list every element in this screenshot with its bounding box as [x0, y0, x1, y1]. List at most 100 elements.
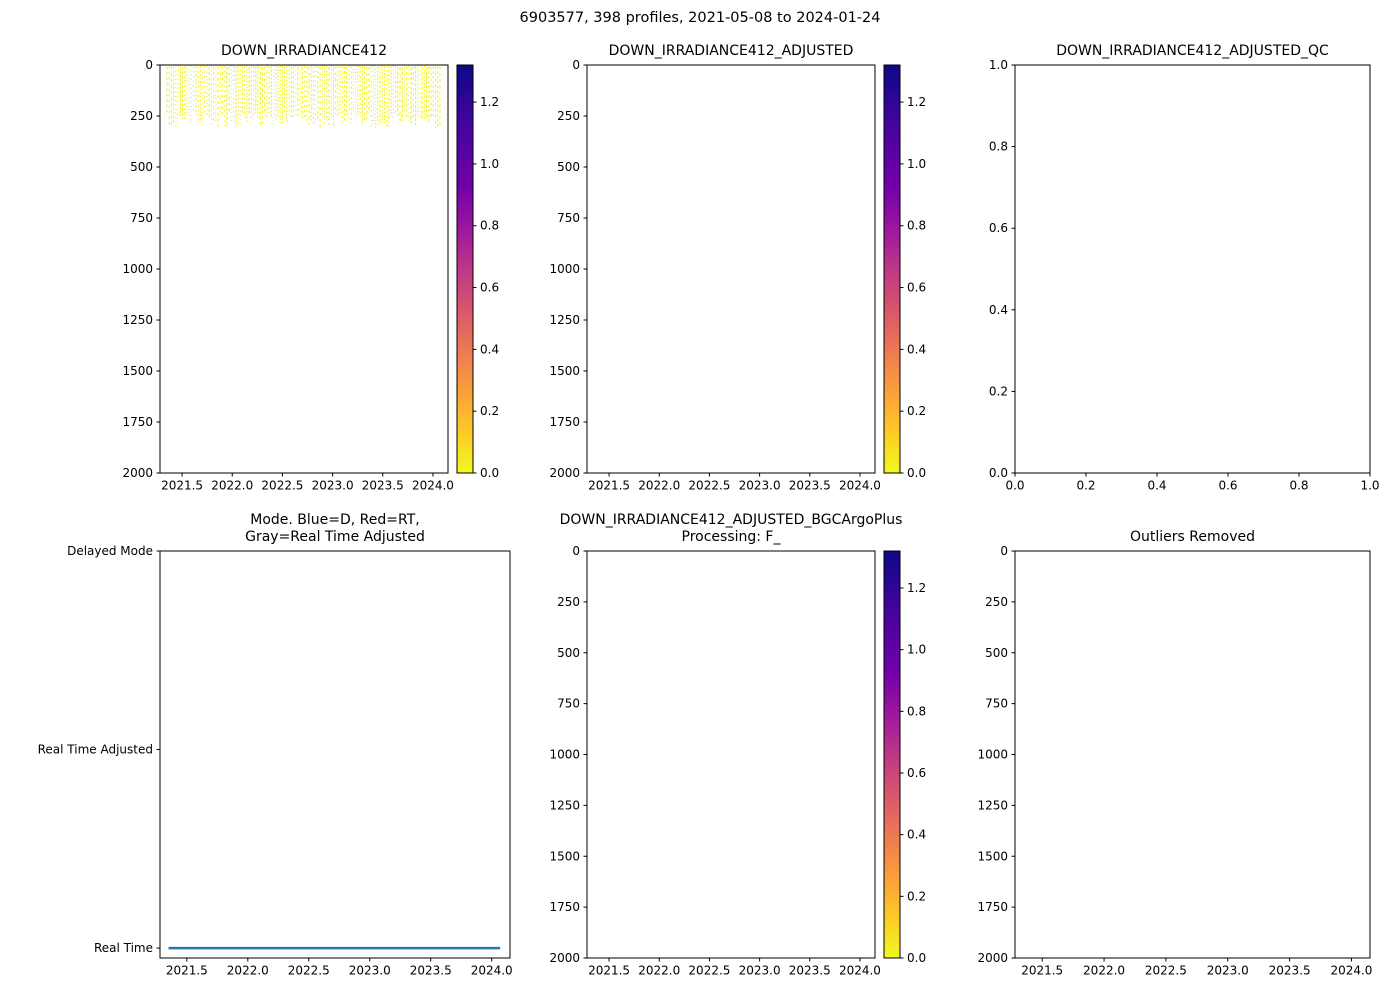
svg-text:0.6: 0.6 — [480, 281, 499, 295]
svg-text:1000: 1000 — [977, 748, 1008, 762]
subplot-mode: 2021.5 2022.0 2022.5 2023.0 2023.5 2024.0 Real… — [38, 544, 513, 978]
down-irradiance412-adjusted-qc-y-ticks: 0.0 0.2 0.4 0.6 0.8 1.0 — [989, 58, 1015, 480]
svg-text:1.0: 1.0 — [907, 157, 926, 171]
svg-text:0.6: 0.6 — [989, 221, 1008, 235]
svg-text:0.4: 0.4 — [1147, 479, 1166, 493]
svg-text:250: 250 — [985, 595, 1008, 609]
svg-text:2022.5: 2022.5 — [288, 964, 330, 978]
svg-text:2023.5: 2023.5 — [789, 964, 831, 978]
svg-text:Real Time Adjusted: Real Time Adjusted — [38, 743, 153, 757]
svg-text:2021.5: 2021.5 — [588, 479, 630, 493]
svg-text:2000: 2000 — [977, 951, 1008, 965]
mode-y-ticks: Real Time Real Time Adjusted Delayed Mode — [38, 544, 160, 955]
down-irradiance412-adjusted-y-ticks: 0 250 500 750 1000 1250 1500 1750 2000 — [549, 58, 587, 480]
subplot-down-irradiance412-adjusted: 2021.5 2022.0 2022.5 2023.0 2023.5 2024.0 0 250… — [549, 58, 926, 493]
svg-text:250: 250 — [557, 595, 580, 609]
outliers-removed-axes-box — [1014, 550, 1371, 959]
svg-text:2023.0: 2023.0 — [739, 479, 781, 493]
svg-text:1750: 1750 — [549, 900, 580, 914]
svg-text:0.2: 0.2 — [989, 384, 1008, 398]
svg-text:2000: 2000 — [549, 466, 580, 480]
svg-text:1000: 1000 — [549, 748, 580, 762]
svg-text:0.8: 0.8 — [907, 704, 926, 718]
down-irradiance412-y-ticks: 0 250 500 750 1000 1250 1500 1750 2000 — [122, 58, 160, 480]
svg-text:2022.0: 2022.0 — [638, 964, 680, 978]
svg-text:2000: 2000 — [122, 466, 153, 480]
svg-text:1250: 1250 — [549, 313, 580, 327]
svg-text:0.6: 0.6 — [907, 281, 926, 295]
down-irradiance412-adjusted-bgcargoplus-axes-box — [586, 550, 876, 959]
svg-text:500: 500 — [557, 646, 580, 660]
down-irradiance412-axes-box — [159, 64, 449, 474]
svg-text:500: 500 — [130, 160, 153, 174]
svg-text:0.8: 0.8 — [1289, 479, 1308, 493]
subplot-outliers-removed: 2021.5 2022.0 2022.5 2023.0 2023.5 2024.0 0 250… — [977, 544, 1372, 978]
svg-text:1500: 1500 — [977, 849, 1008, 863]
subplot-down-irradiance412: 2021.5 2022.0 2022.5 2023.0 2023.5 2024.0 0 250… — [122, 58, 499, 493]
svg-text:750: 750 — [557, 211, 580, 225]
svg-text:2022.5: 2022.5 — [688, 479, 730, 493]
svg-text:0.2: 0.2 — [907, 404, 926, 418]
svg-text:2022.5: 2022.5 — [1145, 964, 1187, 978]
svg-text:1500: 1500 — [122, 364, 153, 378]
down-irradiance412-adjusted-qc-x-ticks: 0.0 0.2 0.4 0.6 0.8 1.0 — [1005, 473, 1380, 493]
svg-text:1750: 1750 — [549, 415, 580, 429]
svg-text:1750: 1750 — [122, 415, 153, 429]
svg-text:2022.5: 2022.5 — [261, 479, 303, 493]
svg-text:0.4: 0.4 — [989, 303, 1008, 317]
svg-text:2000: 2000 — [549, 951, 580, 965]
svg-text:1.2: 1.2 — [907, 581, 926, 595]
svg-text:2022.0: 2022.0 — [211, 479, 253, 493]
svg-text:2022.0: 2022.0 — [1083, 964, 1125, 978]
svg-text:1250: 1250 — [549, 798, 580, 812]
svg-text:2021.5: 2021.5 — [1021, 964, 1063, 978]
svg-text:2024.0: 2024.0 — [471, 964, 513, 978]
svg-text:750: 750 — [985, 697, 1008, 711]
svg-text:0: 0 — [572, 58, 580, 72]
svg-text:1250: 1250 — [977, 798, 1008, 812]
svg-text:0.0: 0.0 — [907, 951, 926, 965]
svg-text:2023.0: 2023.0 — [1207, 964, 1249, 978]
svg-text:250: 250 — [557, 109, 580, 123]
outliers-removed-x-ticks: 2021.5 2022.0 2022.5 2023.0 2023.5 2024.0 — [1021, 958, 1372, 978]
svg-text:2021.5: 2021.5 — [166, 964, 208, 978]
down-irradiance412-adjusted-axes-box — [586, 64, 876, 474]
svg-text:0: 0 — [572, 544, 580, 558]
down-irradiance412-adjusted-bgcargoplus-x-ticks: 2021.5 2022.0 2022.5 2023.0 2023.5 2024.0 — [588, 958, 881, 978]
svg-text:1.0: 1.0 — [480, 157, 499, 171]
svg-text:2023.5: 2023.5 — [410, 964, 452, 978]
svg-text:2023.0: 2023.0 — [349, 964, 391, 978]
svg-text:0.4: 0.4 — [907, 342, 926, 356]
down-irradiance412-colorbar: 0.0 0.2 0.4 0.6 0.8 1.0 1.2 — [456, 64, 499, 480]
svg-text:0: 0 — [145, 58, 153, 72]
svg-text:2024.0: 2024.0 — [839, 479, 881, 493]
svg-text:0.4: 0.4 — [480, 342, 499, 356]
svg-text:0.0: 0.0 — [989, 466, 1008, 480]
down-irradiance412-x-ticks: 2021.5 2022.0 2022.5 2023.0 2023.5 2024.0 — [161, 473, 454, 493]
subplot-down-irradiance412-adjusted-bgcargoplus: 2021.5 2022.0 2022.5 2023.0 2023.5 2024.0 0 250… — [549, 544, 926, 978]
svg-text:1.2: 1.2 — [907, 95, 926, 109]
svg-text:1750: 1750 — [977, 900, 1008, 914]
svg-text:0.0: 0.0 — [1005, 479, 1024, 493]
svg-text:750: 750 — [557, 697, 580, 711]
svg-text:0.2: 0.2 — [907, 889, 926, 903]
svg-text:0.4: 0.4 — [907, 828, 926, 842]
svg-text:2023.0: 2023.0 — [739, 964, 781, 978]
down-irradiance412-adjusted-bgcargoplus-y-ticks: 0 250 500 750 1000 1250 1500 1750 2000 — [549, 544, 587, 965]
mode-axes-box — [159, 550, 511, 959]
svg-text:750: 750 — [130, 211, 153, 225]
svg-text:2021.5: 2021.5 — [588, 964, 630, 978]
svg-text:2023.0: 2023.0 — [312, 479, 354, 493]
mode-x-ticks: 2021.5 2022.0 2022.5 2023.0 2023.5 2024.0 — [166, 958, 513, 978]
svg-text:0.0: 0.0 — [480, 466, 499, 480]
svg-text:2022.5: 2022.5 — [688, 964, 730, 978]
down-irradiance412-adjusted-colorbar: 0.0 0.2 0.4 0.6 0.8 1.0 1.2 — [883, 64, 926, 480]
svg-text:1500: 1500 — [549, 849, 580, 863]
svg-text:500: 500 — [557, 160, 580, 174]
svg-text:1.2: 1.2 — [480, 95, 499, 109]
svg-text:2021.5: 2021.5 — [161, 479, 203, 493]
figure-title: 6903577, 398 profiles, 2021-05-08 to 202… — [519, 10, 881, 26]
svg-text:1.0: 1.0 — [907, 643, 926, 657]
down-irradiance412-adjusted-qc-axes-box — [1014, 64, 1371, 474]
